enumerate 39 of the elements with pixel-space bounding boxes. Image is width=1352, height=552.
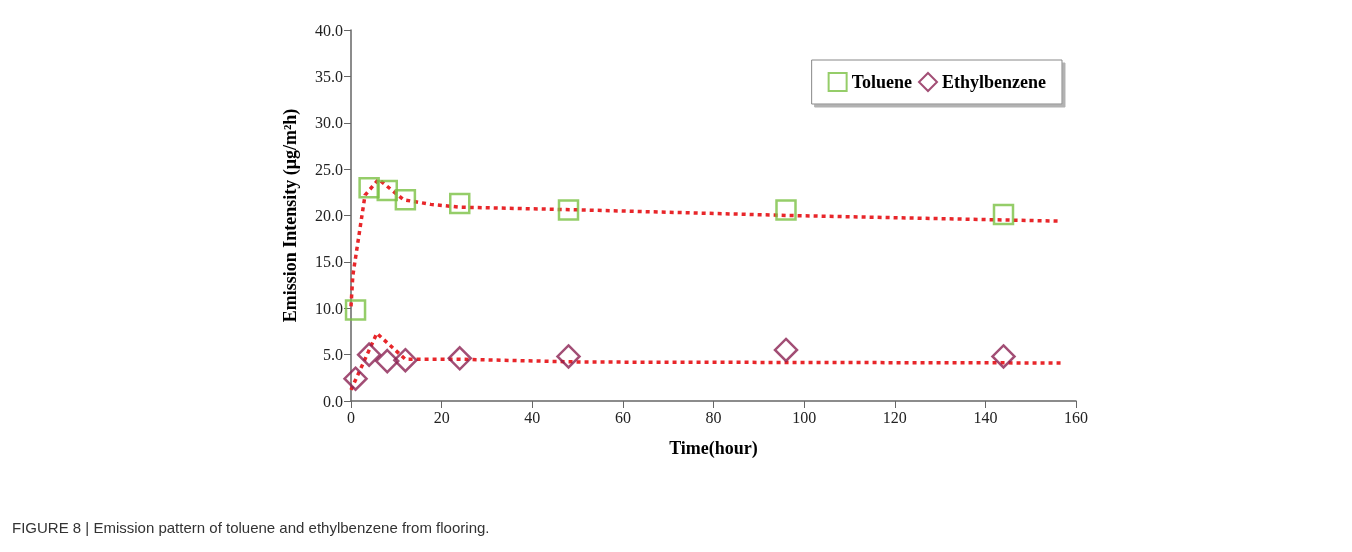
x-tick-label: 0 bbox=[347, 408, 355, 426]
x-tick-label: 60 bbox=[614, 408, 631, 426]
point bbox=[358, 176, 380, 199]
x-axis-title: Time(hour) bbox=[669, 438, 758, 459]
point bbox=[447, 346, 472, 371]
point bbox=[393, 347, 418, 373]
y-tick-label: 15.0 bbox=[315, 253, 343, 271]
point bbox=[773, 337, 799, 363]
x-tick-label: 40 bbox=[524, 408, 541, 426]
y-tick-label: 40.0 bbox=[315, 21, 343, 39]
point bbox=[991, 344, 1016, 369]
caption: FIGURE 8 | Emission pattern of toluene and ethylbenzene from flooring. bbox=[12, 519, 490, 536]
point bbox=[343, 366, 368, 391]
point bbox=[557, 199, 580, 221]
x-tick-label: 20 bbox=[433, 408, 450, 426]
point bbox=[394, 188, 417, 211]
x-tick-label: 100 bbox=[792, 408, 817, 426]
y-axis-title: Emission Intensity (μg/m²h) bbox=[280, 108, 301, 323]
point bbox=[992, 203, 1015, 226]
x-tick-label: 160 bbox=[1064, 408, 1088, 426]
x-tick-label: 120 bbox=[882, 408, 907, 426]
point bbox=[376, 179, 398, 202]
x-tick-label: 80 bbox=[705, 408, 722, 426]
x-tick-label: 140 bbox=[973, 408, 998, 426]
y-tick-label: 20.0 bbox=[315, 207, 343, 224]
y-tick-label: 10.0 bbox=[315, 299, 343, 317]
point bbox=[344, 299, 367, 321]
point bbox=[375, 348, 400, 374]
point bbox=[556, 344, 581, 369]
legend-label: Toluene bbox=[851, 72, 913, 92]
y-tick-label: 5.0 bbox=[323, 346, 343, 364]
y-tick-label: 30.0 bbox=[315, 114, 343, 132]
y-tick-label: 0.0 bbox=[323, 392, 343, 410]
legend-label: Ethylbenzene bbox=[942, 72, 1047, 92]
y-tick-label: 25.0 bbox=[315, 160, 343, 178]
point bbox=[356, 342, 382, 367]
point bbox=[449, 192, 471, 215]
y-tick-label: 35.0 bbox=[315, 67, 343, 85]
point bbox=[775, 199, 797, 221]
